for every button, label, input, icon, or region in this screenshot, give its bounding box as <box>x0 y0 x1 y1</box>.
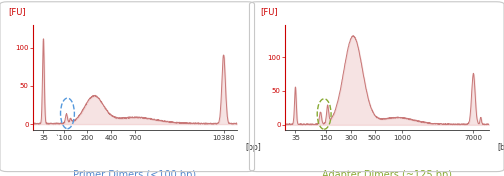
Text: Primer Dimers (<100 bp): Primer Dimers (<100 bp) <box>73 170 197 176</box>
Text: [bp]: [bp] <box>245 143 261 152</box>
Text: [FU]: [FU] <box>8 7 26 16</box>
Text: [bp]: [bp] <box>497 143 504 152</box>
Text: Adapter Dimers (~125 bp): Adapter Dimers (~125 bp) <box>322 170 452 176</box>
Text: [FU]: [FU] <box>260 7 278 16</box>
